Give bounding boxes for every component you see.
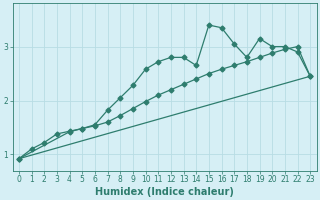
- X-axis label: Humidex (Indice chaleur): Humidex (Indice chaleur): [95, 187, 234, 197]
